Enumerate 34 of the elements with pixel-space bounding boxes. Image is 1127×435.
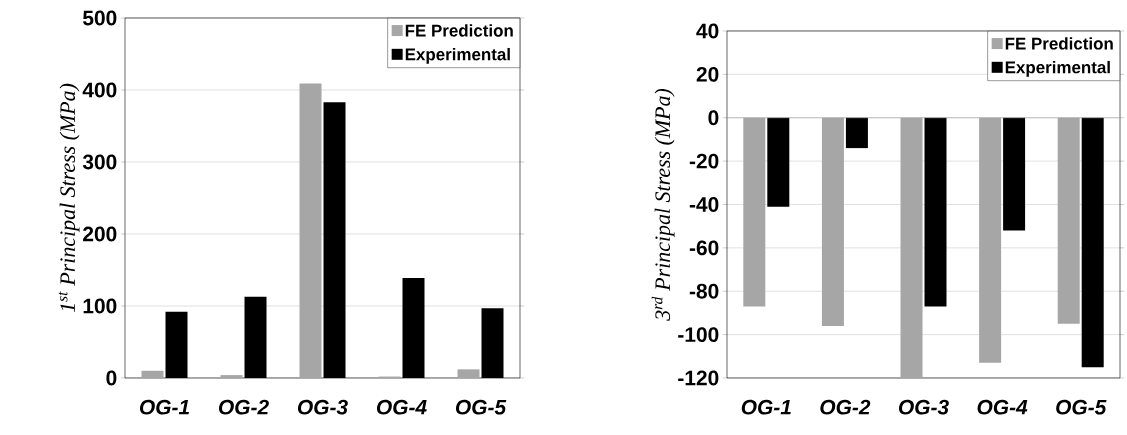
bar [457, 369, 480, 378]
y-tick-label: 100 [83, 298, 117, 314]
x-tick-label: OG-4 [977, 399, 1028, 415]
y-tick-label: -120 [678, 370, 719, 386]
y-tick-label: 40 [696, 23, 719, 39]
y-axis-title: 3$^{rd}$ Principal Stress (MPa) [651, 88, 675, 321]
x-tick-label: OG-1 [139, 399, 189, 415]
x-tick-label: OG-2 [218, 399, 269, 415]
bar [220, 375, 243, 378]
bar [141, 370, 164, 378]
x-tick-label: OG-1 [741, 399, 791, 415]
x-tick-label: OG-2 [820, 399, 871, 415]
y-tick-label: -40 [689, 197, 719, 212]
legend-label: FE Prediction [405, 24, 513, 37]
y-tick-label: 0 [708, 110, 719, 126]
y-tick-label: 300 [82, 154, 117, 170]
y-tick-label: -60 [689, 240, 719, 256]
y-tick-label: 0 [106, 370, 117, 386]
y-tick-label: 200 [83, 226, 117, 242]
y-tick-label: 500 [82, 10, 117, 26]
y-tick-label: 400 [82, 82, 117, 98]
y-tick-label: 20 [696, 66, 719, 82]
y-tick-label: -20 [689, 153, 719, 169]
x-tick-label: OG-5 [455, 399, 507, 415]
y-tick-label: -80 [689, 283, 719, 299]
x-tick-label: OG-4 [376, 399, 427, 415]
legend-label: FE Prediction [1005, 37, 1113, 50]
y-tick-label: -100 [678, 327, 719, 343]
legend-label: Experimental [405, 47, 510, 64]
legend-label: Experimental [1005, 60, 1110, 77]
x-tick-label: OG-3 [898, 399, 949, 415]
x-tick-label: OG-3 [297, 399, 348, 415]
x-tick-label: OG-5 [1056, 399, 1107, 415]
y-axis-title: 1$^{st}$ Principal Stress (MPa) [58, 83, 80, 313]
